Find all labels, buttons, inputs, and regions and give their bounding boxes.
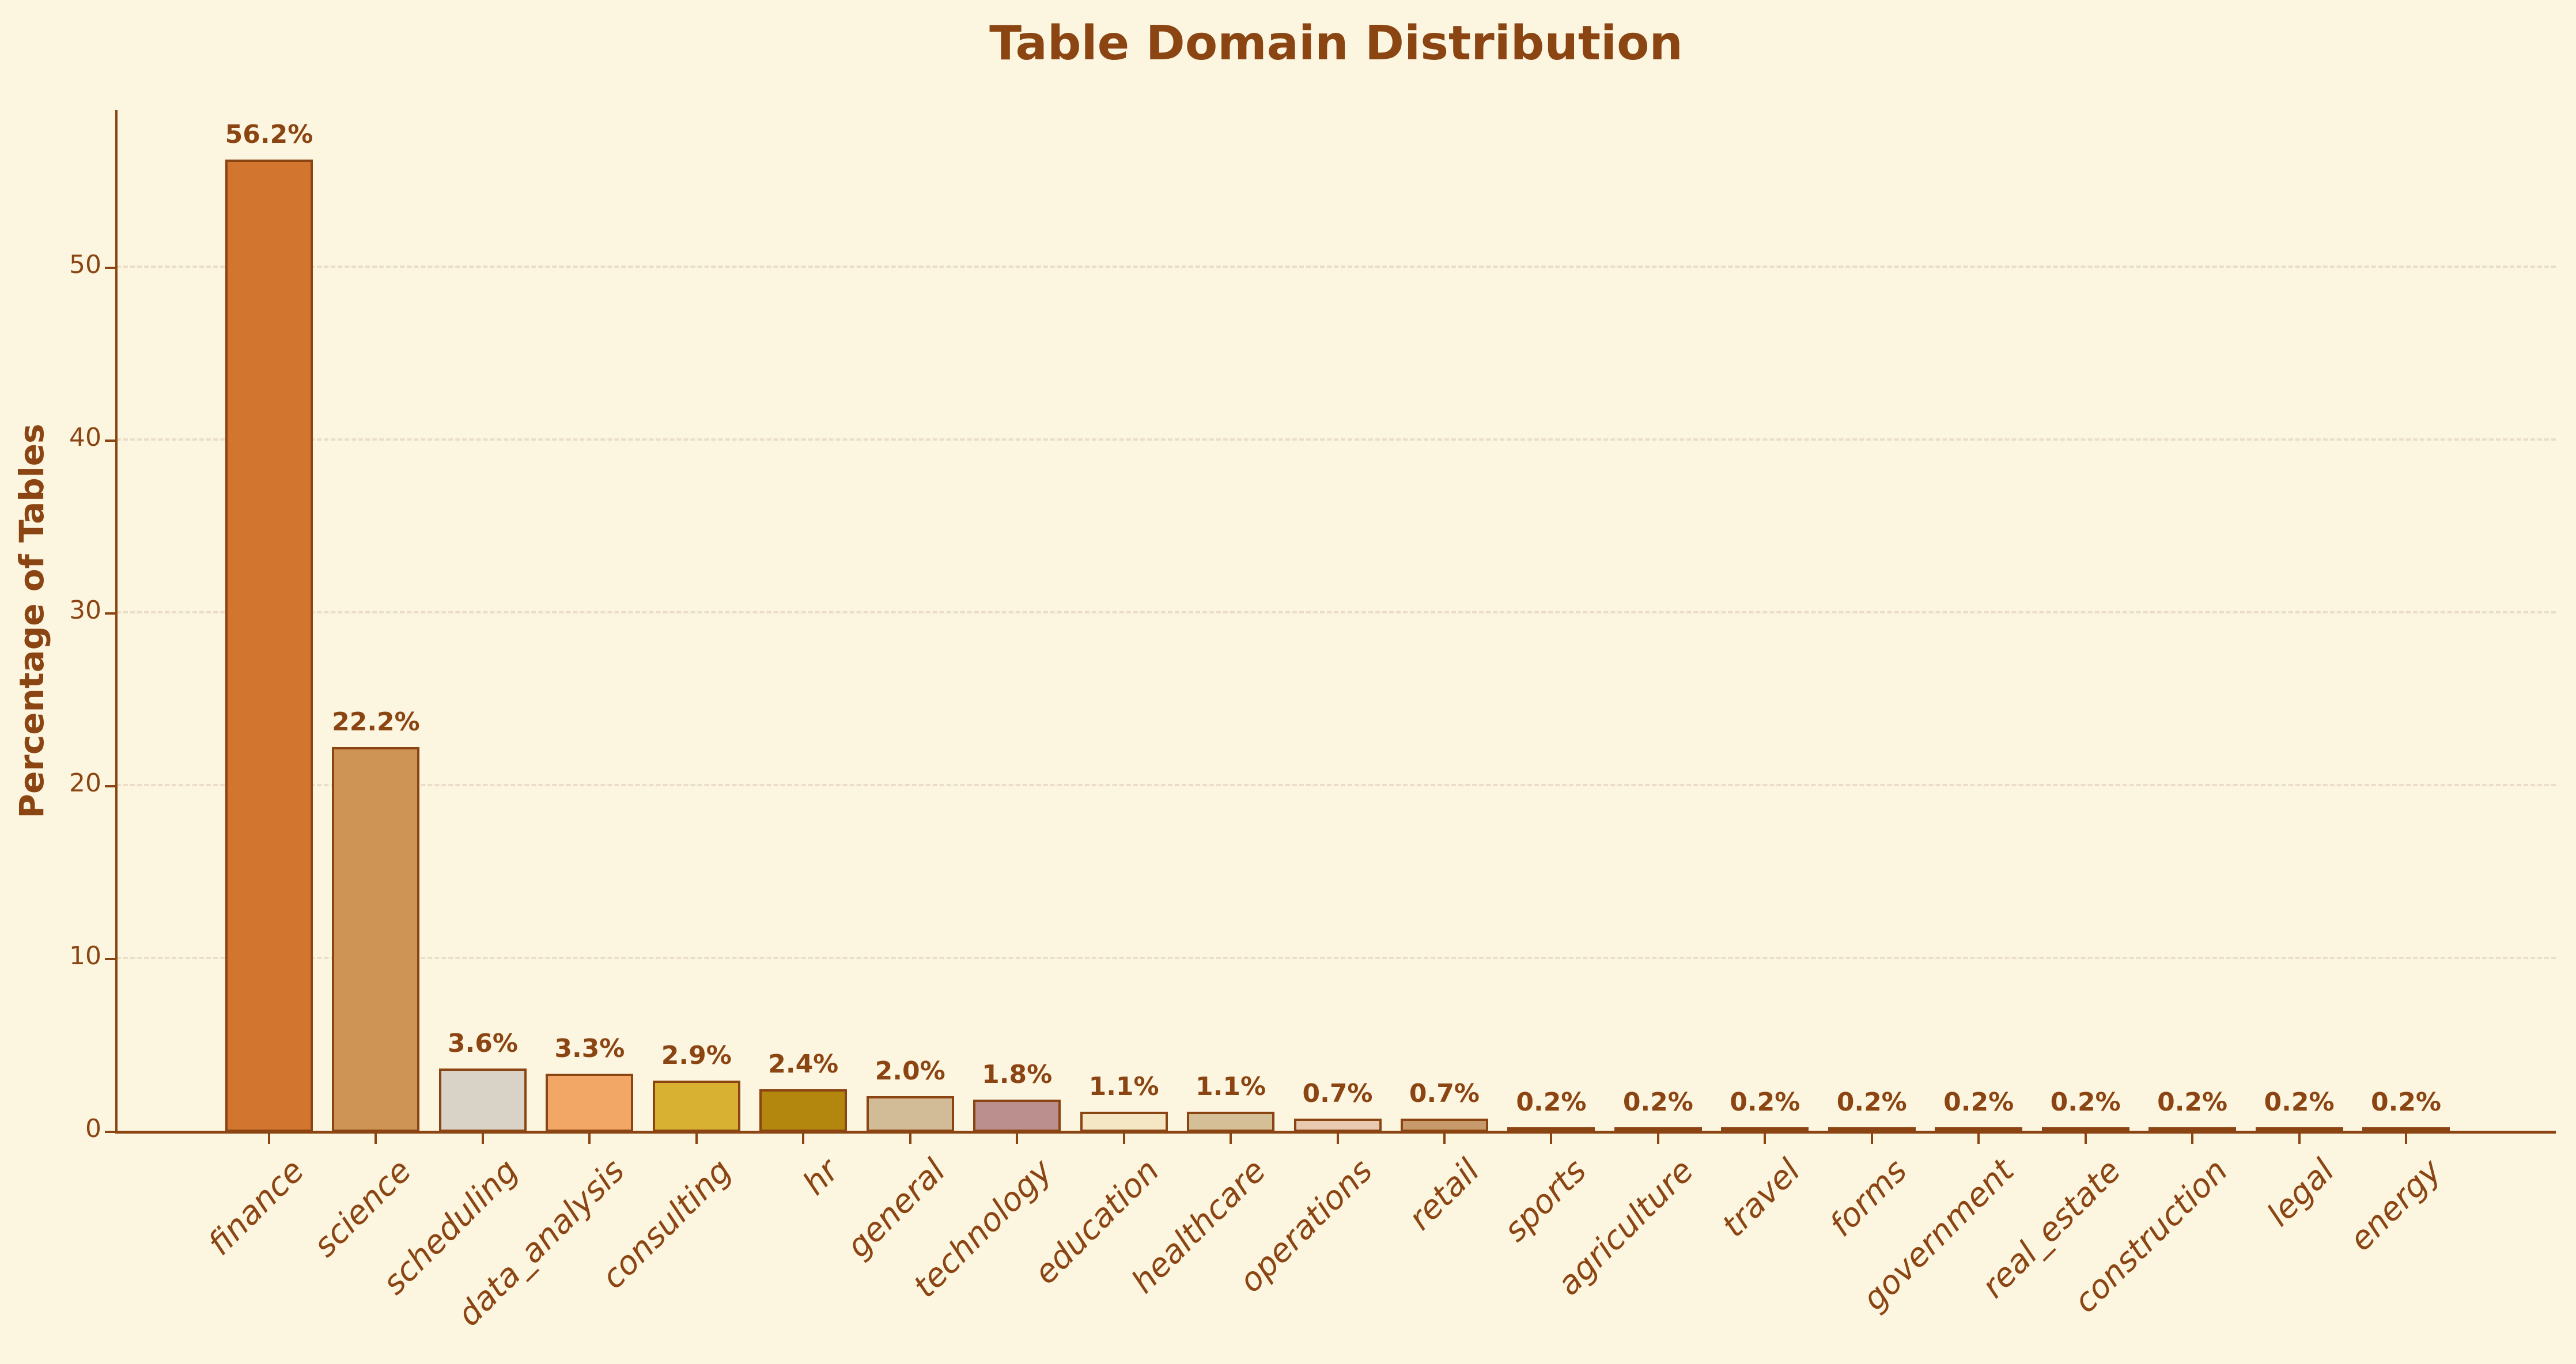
y-tick-label: 50 — [69, 250, 101, 279]
bar-value-label: 0.2% — [2157, 1088, 2228, 1117]
bar — [653, 1081, 740, 1132]
bar-value-label: 0.7% — [1409, 1079, 1480, 1108]
bar — [332, 747, 419, 1132]
y-gridline — [116, 438, 2556, 441]
bar-value-label: 22.2% — [332, 707, 420, 737]
x-tick-mark — [2191, 1134, 2194, 1144]
x-tick-mark — [1764, 1134, 1766, 1144]
bar-value-label: 0.2% — [1622, 1088, 1693, 1117]
bar-value-label: 1.1% — [1196, 1072, 1266, 1101]
bar — [759, 1089, 847, 1132]
y-gridline — [116, 266, 2556, 268]
bar-value-label: 0.2% — [2370, 1088, 2442, 1117]
bar — [1401, 1119, 1488, 1132]
bar-value-label: 0.2% — [1836, 1088, 1907, 1117]
bar-value-label: 2.0% — [875, 1056, 945, 1086]
x-tick-mark — [1443, 1134, 1446, 1144]
x-tick-mark — [2298, 1134, 2301, 1144]
bar — [867, 1096, 954, 1132]
y-tick-label: 0 — [85, 1114, 101, 1143]
bar — [439, 1069, 527, 1132]
bar-value-label: 1.8% — [982, 1060, 1053, 1089]
y-tick-mark — [105, 267, 115, 269]
y-gridline — [116, 611, 2556, 613]
chart-title: Table Domain Distribution — [989, 16, 1683, 71]
y-tick-mark — [105, 612, 115, 615]
bar-value-label: 56.2% — [225, 120, 313, 149]
x-tick-mark — [802, 1134, 805, 1144]
bar — [1080, 1112, 1168, 1132]
y-gridline — [116, 784, 2556, 786]
x-tick-label: forms — [1822, 1152, 1915, 1244]
x-tick-mark — [695, 1134, 698, 1144]
y-tick-label: 30 — [69, 596, 101, 625]
bar-value-label: 2.9% — [661, 1041, 732, 1070]
x-tick-mark — [588, 1134, 591, 1144]
bar — [973, 1100, 1061, 1132]
x-tick-mark — [2405, 1134, 2407, 1144]
plot-area: 56.2% 22.2% 3.6% 3.3% 2.9% 2.4% 2.0% 1.8% 1.1% 1.… — [116, 110, 2556, 1132]
bar-value-label: 3.3% — [554, 1034, 625, 1063]
x-tick-mark — [1336, 1134, 1339, 1144]
bar — [1294, 1119, 1382, 1132]
x-tick-mark — [1230, 1134, 1232, 1144]
x-tick-mark — [375, 1134, 377, 1144]
x-tick-label: hr — [795, 1152, 846, 1203]
x-tick-mark — [268, 1134, 270, 1144]
bar-value-label: 0.2% — [2050, 1088, 2121, 1117]
x-tick-mark — [1550, 1134, 1553, 1144]
y-tick-mark — [105, 785, 115, 787]
x-tick-mark — [1122, 1134, 1125, 1144]
bar — [546, 1074, 633, 1132]
x-tick-mark — [909, 1134, 911, 1144]
bar-value-label: 0.2% — [1730, 1088, 1800, 1117]
x-tick-label: legal — [2260, 1152, 2342, 1234]
x-tick-mark — [481, 1134, 484, 1144]
bar — [1187, 1112, 1274, 1132]
y-axis-line — [115, 110, 118, 1133]
bar-value-label: 3.6% — [447, 1029, 518, 1058]
x-tick-label: finance — [201, 1152, 312, 1263]
x-tick-mark — [2084, 1134, 2087, 1144]
bar-value-label: 0.7% — [1302, 1079, 1373, 1108]
bar — [225, 160, 313, 1132]
bar-value-label: 0.2% — [2264, 1088, 2335, 1117]
x-tick-label: travel — [1715, 1152, 1808, 1245]
x-tick-mark — [1977, 1134, 1980, 1144]
bar-value-label: 1.1% — [1088, 1072, 1159, 1101]
x-tick-mark — [1870, 1134, 1873, 1144]
x-tick-mark — [1016, 1134, 1019, 1144]
y-tick-label: 40 — [69, 423, 101, 452]
y-tick-label: 10 — [69, 941, 101, 971]
x-tick-mark — [1656, 1134, 1659, 1144]
bar-value-label: 0.2% — [1943, 1088, 2014, 1117]
x-tick-label: sports — [1496, 1152, 1594, 1249]
x-axis-line — [115, 1131, 2556, 1134]
y-tick-mark — [105, 958, 115, 960]
x-tick-label: energy — [2342, 1152, 2449, 1259]
x-tick-label: retail — [1401, 1152, 1487, 1238]
y-gridline — [116, 957, 2556, 959]
bar-value-label: 2.4% — [768, 1049, 839, 1079]
y-tick-label: 20 — [69, 768, 101, 798]
x-tick-label: science — [306, 1152, 419, 1264]
y-tick-mark — [105, 439, 115, 442]
bar-value-label: 0.2% — [1516, 1088, 1587, 1117]
y-tick-mark — [105, 1131, 115, 1133]
